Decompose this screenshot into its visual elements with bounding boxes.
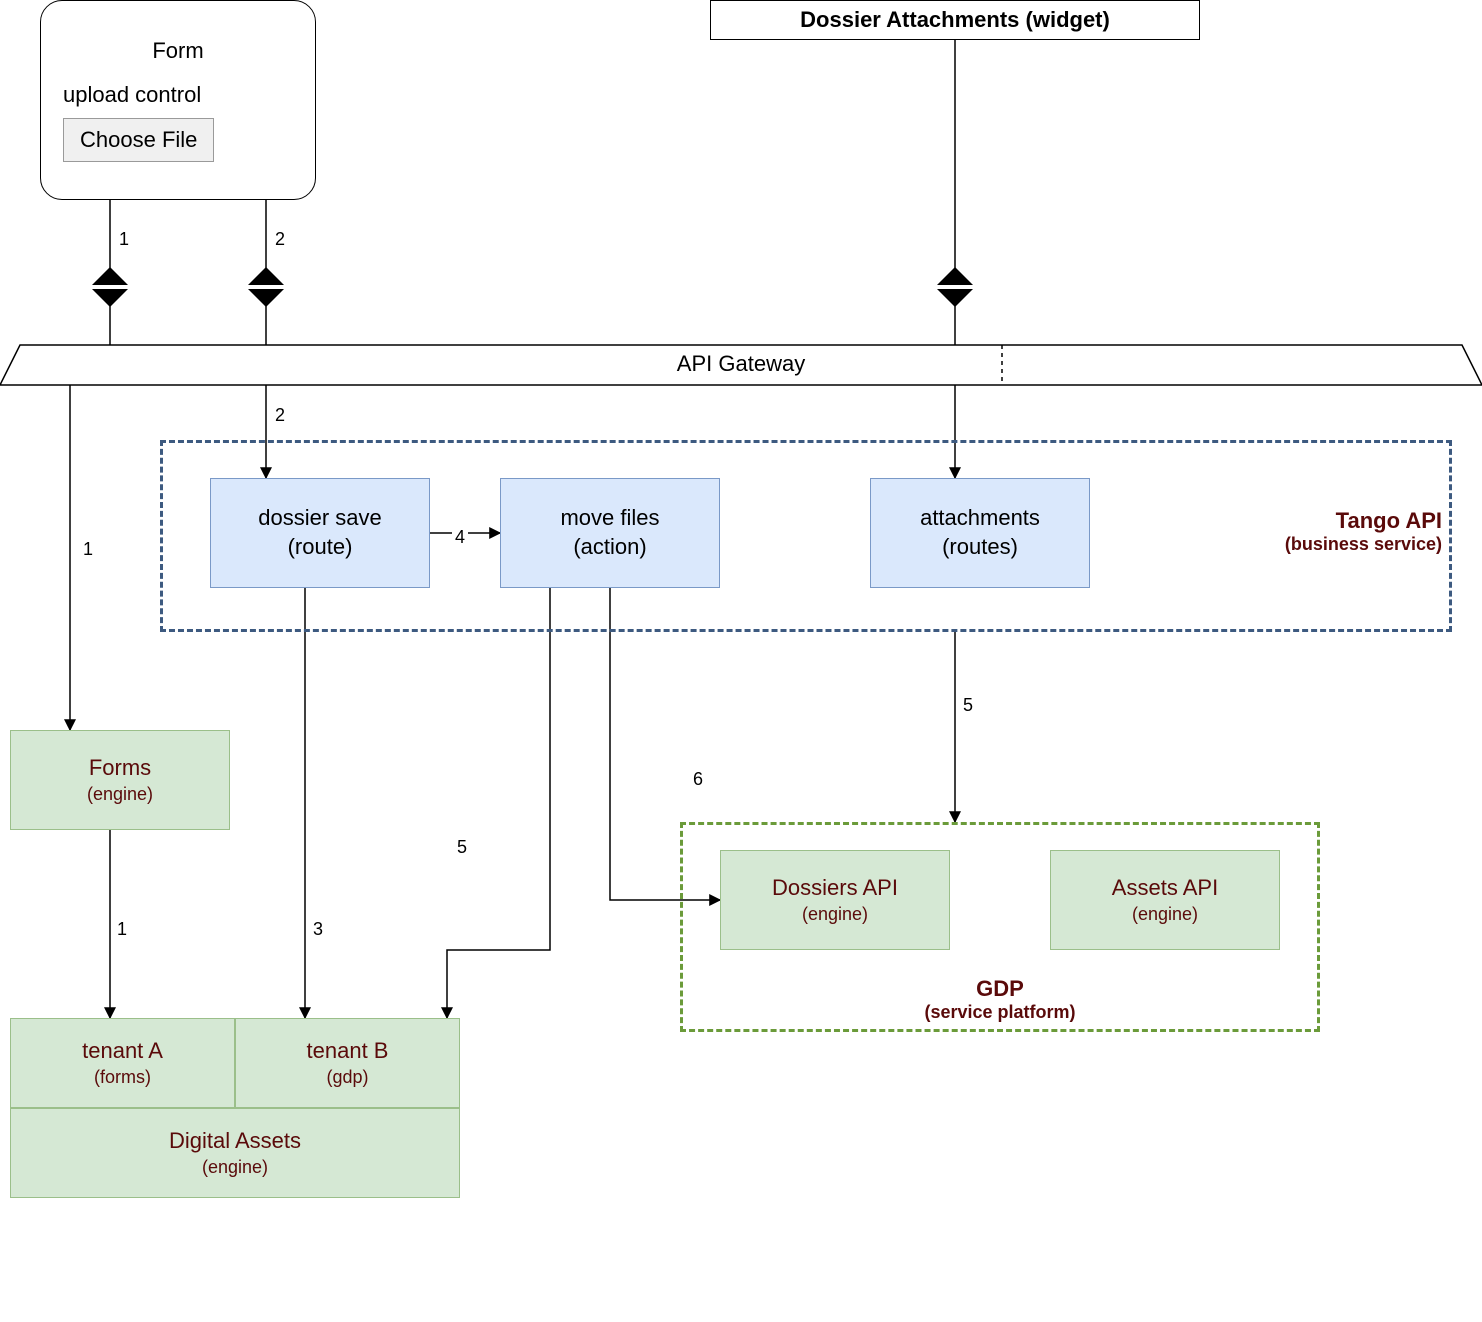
dossier-attachments-widget: Dossier Attachments (widget): [710, 0, 1200, 40]
edge-number: 1: [80, 540, 96, 560]
gdp-label: GDP (service platform): [900, 976, 1100, 1023]
form-title: Form: [152, 38, 203, 64]
edge-number: 2: [272, 230, 288, 250]
widget-title: Dossier Attachments (widget): [800, 7, 1110, 33]
form-card: Form upload control Choose File: [40, 0, 316, 200]
digital-assets-box: Digital Assets (engine): [10, 1108, 460, 1198]
tenant-a-box: tenant A (forms): [10, 1018, 235, 1108]
tenant-b-box: tenant B (gdp): [235, 1018, 460, 1108]
upload-control-label: upload control: [63, 82, 201, 108]
edge-number: 1: [114, 920, 130, 940]
edge-number: 3: [310, 920, 326, 940]
choose-file-button[interactable]: Choose File: [63, 118, 214, 162]
tango-api-label: Tango API (business service): [1252, 508, 1442, 555]
forms-engine-box: Forms (engine): [10, 730, 230, 830]
attachments-box: attachments (routes): [870, 478, 1090, 588]
edge-number: 4: [452, 528, 468, 548]
edge-number: 5: [454, 838, 470, 858]
edge-number: 2: [272, 406, 288, 426]
edge-number: 5: [960, 696, 976, 716]
move-files-box: move files (action): [500, 478, 720, 588]
dossier-save-box: dossier save (route): [210, 478, 430, 588]
api-gateway-label: API Gateway: [661, 351, 821, 377]
edge-number: 6: [690, 770, 706, 790]
dossiers-api-box: Dossiers API (engine): [720, 850, 950, 950]
edge-number: 1: [116, 230, 132, 250]
assets-api-box: Assets API (engine): [1050, 850, 1280, 950]
